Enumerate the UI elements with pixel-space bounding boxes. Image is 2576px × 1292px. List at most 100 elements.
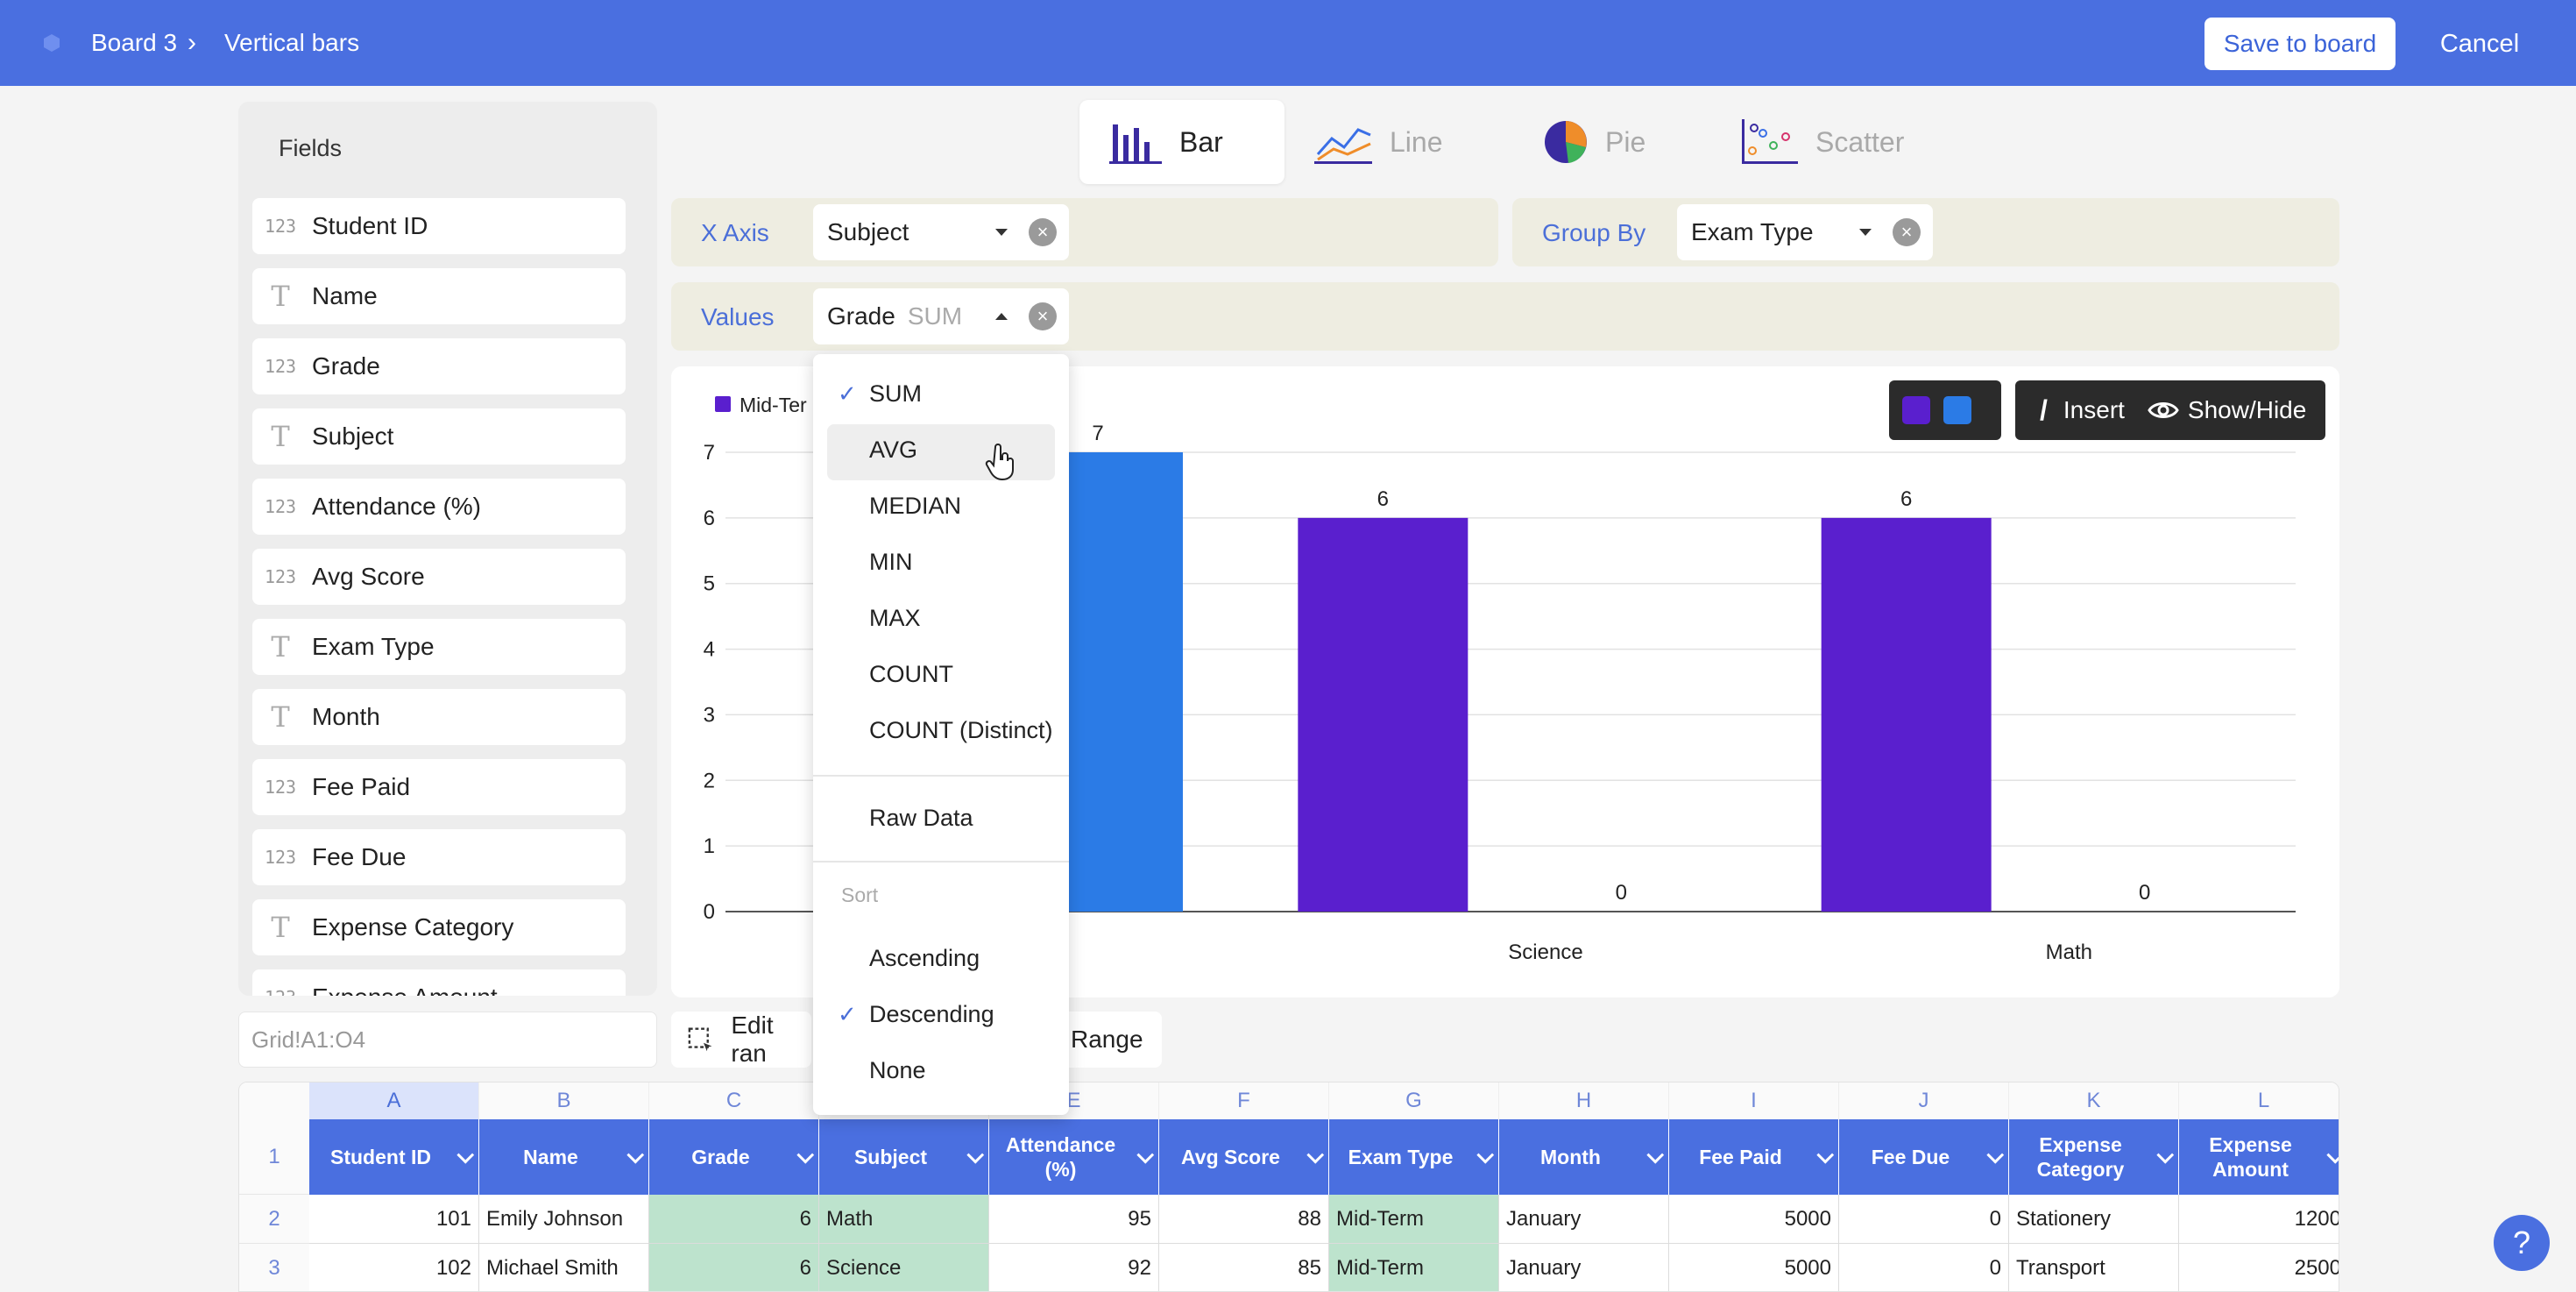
table-cell[interactable]: 85 — [1159, 1244, 1329, 1291]
field-item[interactable]: 123 Expense Amount — [252, 969, 626, 996]
field-item[interactable]: 123 Attendance (%) — [252, 479, 626, 535]
column-header[interactable]: Expense Category — [2009, 1119, 2179, 1195]
chevron-down-icon[interactable] — [1986, 1146, 2005, 1164]
chevron-down-icon[interactable] — [1136, 1146, 1155, 1164]
column-letter[interactable]: I — [1669, 1083, 1839, 1119]
show-hide-button[interactable]: Show/Hide — [2187, 396, 2307, 423]
column-letter[interactable]: F — [1159, 1083, 1329, 1119]
aggregation-option[interactable]: COUNT (Distinct) — [869, 717, 1053, 743]
chevron-down-icon[interactable] — [966, 1146, 985, 1164]
table-cell[interactable]: 6 — [649, 1195, 819, 1244]
column-header[interactable]: Fee Due — [1839, 1119, 2009, 1195]
values-select[interactable]: Grade SUM × — [813, 288, 1069, 344]
field-item[interactable]: 123 Avg Score — [252, 549, 626, 605]
app-logo-icon[interactable] — [42, 33, 61, 53]
table-cell[interactable]: Mid-Term — [1329, 1195, 1499, 1244]
chevron-down-icon[interactable] — [1816, 1146, 1835, 1164]
range-input[interactable] — [238, 1012, 657, 1068]
tab-line-chart[interactable]: Line — [1314, 100, 1490, 184]
insert-button[interactable]: Insert — [2063, 396, 2125, 423]
clear-icon[interactable]: × — [1029, 218, 1057, 246]
table-cell[interactable]: 92 — [989, 1244, 1159, 1291]
chevron-down-icon[interactable] — [1646, 1146, 1665, 1164]
tab-bar-chart[interactable]: Bar — [1079, 100, 1284, 184]
table-cell[interactable]: Transport — [2009, 1244, 2179, 1291]
column-letter[interactable]: J — [1839, 1083, 2009, 1119]
field-item[interactable]: 123 Grade — [252, 338, 626, 394]
chevron-down-icon[interactable] — [1306, 1146, 1325, 1164]
table-cell[interactable]: 2500 — [2179, 1244, 2339, 1291]
table-cell[interactable]: Math — [819, 1195, 989, 1244]
column-letter[interactable]: L — [2179, 1083, 2339, 1119]
column-letter[interactable]: K — [2009, 1083, 2179, 1119]
chevron-down-icon[interactable] — [796, 1146, 815, 1164]
raw-data-option[interactable]: Raw Data — [869, 805, 973, 831]
sort-option[interactable]: Descending — [869, 1001, 994, 1027]
series-color-swatch[interactable] — [1943, 396, 1971, 424]
table-cell[interactable]: Science — [819, 1244, 989, 1291]
aggregation-option[interactable]: SUM — [869, 380, 922, 407]
row-number[interactable]: 2 — [239, 1195, 309, 1244]
column-letter[interactable]: B — [479, 1083, 649, 1119]
table-cell[interactable]: Mid-Term — [1329, 1244, 1499, 1291]
cancel-button[interactable]: Cancel — [2418, 18, 2541, 70]
tab-pie-chart[interactable]: Pie — [1542, 100, 1682, 184]
field-item[interactable]: T Name — [252, 268, 626, 324]
field-item[interactable]: T Exam Type — [252, 619, 626, 675]
aggregation-option[interactable]: MEDIAN — [869, 493, 962, 519]
row-number[interactable]: 3 — [239, 1244, 309, 1291]
table-cell[interactable]: 88 — [1159, 1195, 1329, 1244]
field-item[interactable]: T Expense Category — [252, 899, 626, 955]
field-item[interactable]: T Month — [252, 689, 626, 745]
column-header[interactable]: Expense Amount — [2179, 1119, 2339, 1195]
table-cell[interactable]: January — [1499, 1195, 1669, 1244]
edit-range-button[interactable]: Edit ran — [671, 1012, 811, 1068]
series-color-swatch[interactable] — [1902, 396, 1930, 424]
chevron-down-icon[interactable] — [2156, 1146, 2175, 1164]
table-cell[interactable]: 0 — [1839, 1244, 2009, 1291]
help-button[interactable]: ? — [2494, 1215, 2550, 1271]
aggregation-option[interactable]: AVG — [869, 437, 918, 463]
aggregation-option[interactable]: MAX — [869, 605, 921, 631]
table-cell[interactable]: 5000 — [1669, 1244, 1839, 1291]
field-item[interactable]: 123 Fee Due — [252, 829, 626, 885]
table-cell[interactable]: 102 — [309, 1244, 479, 1291]
table-cell[interactable]: 1200 — [2179, 1195, 2339, 1244]
column-letter[interactable]: A — [309, 1083, 479, 1119]
chevron-down-icon[interactable] — [1476, 1146, 1495, 1164]
breadcrumb-board[interactable]: Board 3 — [91, 29, 178, 56]
eye-icon[interactable] — [2148, 400, 2179, 421]
sort-option[interactable]: Ascending — [869, 945, 980, 971]
tab-scatter-chart[interactable]: Scatter — [1742, 100, 1935, 184]
table-cell[interactable]: Stationery — [2009, 1195, 2179, 1244]
column-header[interactable]: Name — [479, 1119, 649, 1195]
column-letter[interactable]: G — [1329, 1083, 1499, 1119]
column-letter[interactable]: C — [649, 1083, 819, 1119]
chevron-down-icon[interactable] — [2326, 1146, 2339, 1164]
row-number[interactable]: 1 — [239, 1119, 309, 1195]
group-by-select[interactable]: Exam Type × — [1677, 204, 1933, 260]
sort-option[interactable]: None — [869, 1057, 926, 1083]
field-item[interactable]: 123 Student ID — [252, 198, 626, 254]
column-header[interactable]: Fee Paid — [1669, 1119, 1839, 1195]
table-cell[interactable]: 101 — [309, 1195, 479, 1244]
field-item[interactable]: T Subject — [252, 408, 626, 465]
corner-cell[interactable] — [239, 1083, 309, 1119]
x-axis-select[interactable]: Subject × — [813, 204, 1069, 260]
column-header[interactable]: Avg Score — [1159, 1119, 1329, 1195]
table-cell[interactable]: Emily Johnson — [479, 1195, 649, 1244]
aggregation-option[interactable]: MIN — [869, 549, 913, 575]
save-to-board-button[interactable]: Save to board — [2204, 18, 2396, 70]
column-header[interactable]: Grade — [649, 1119, 819, 1195]
column-header[interactable]: Subject — [819, 1119, 989, 1195]
clear-icon[interactable]: × — [1029, 302, 1057, 330]
column-letter[interactable]: H — [1499, 1083, 1669, 1119]
column-header[interactable]: Exam Type — [1329, 1119, 1499, 1195]
column-header[interactable]: Attendance (%) — [989, 1119, 1159, 1195]
aggregation-option[interactable]: COUNT — [869, 661, 953, 687]
table-cell[interactable]: 95 — [989, 1195, 1159, 1244]
field-item[interactable]: 123 Fee Paid — [252, 759, 626, 815]
column-header[interactable]: Student ID — [309, 1119, 479, 1195]
column-header[interactable]: Month — [1499, 1119, 1669, 1195]
clear-icon[interactable]: × — [1893, 218, 1921, 246]
